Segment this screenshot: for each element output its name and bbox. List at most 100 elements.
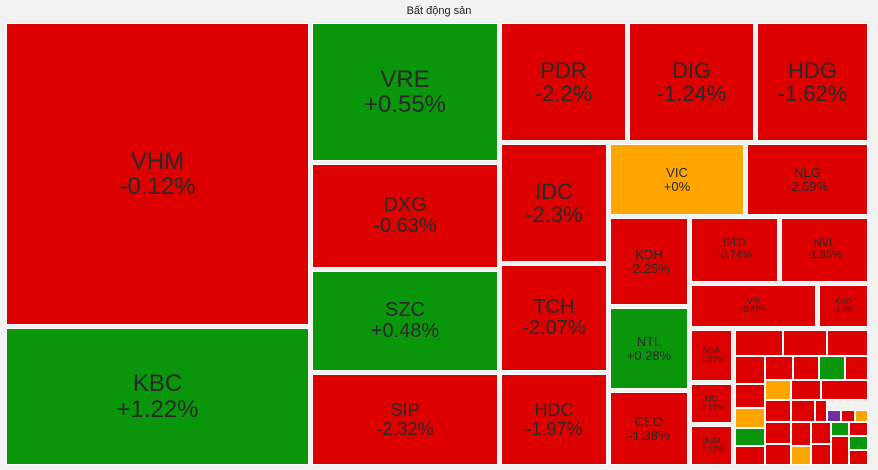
ticker: SZC [385, 299, 425, 321]
change-label: -1.17% [698, 444, 725, 454]
minor-tile [783, 330, 827, 356]
change-label: +0% [663, 178, 691, 194]
ticker: BCM [702, 436, 721, 446]
tile: VIC +0% [610, 144, 744, 215]
tile: VHM -0.12% [6, 23, 309, 325]
ticker: DIG [671, 57, 712, 83]
tile: KBC +1.22% [6, 328, 309, 465]
minor-tile [831, 436, 849, 465]
minor-tile [791, 380, 821, 400]
ticker: NHA [703, 346, 720, 356]
change-label: -0.87% [740, 305, 767, 314]
change-label: -2.07% [522, 317, 586, 339]
minor-tile [849, 436, 868, 450]
change-label: -1.62% [777, 81, 848, 106]
tile: BCM -1.17% [691, 426, 732, 465]
ticker: PDR [540, 57, 587, 83]
tile: IJC -1.13% [691, 384, 732, 423]
change-label: +0.48% [370, 320, 440, 342]
tile: TCH -2.07% [501, 265, 607, 371]
ticker: HDC [534, 399, 574, 420]
minor-tile [765, 380, 791, 400]
change-label: +0.28% [626, 347, 672, 363]
ticker: KDH [635, 246, 663, 262]
ticker: DTD [723, 237, 746, 250]
tile: SIP -2.32% [312, 374, 498, 465]
change-label: -1.97% [525, 418, 583, 439]
ticker: VIC [666, 164, 688, 180]
minor-tile [765, 422, 791, 444]
change-label: -1.9% [833, 305, 854, 314]
minor-tile [815, 400, 827, 422]
ticker: NTL [636, 333, 662, 349]
ticker: KBC [132, 370, 183, 398]
ticker: IDC [535, 178, 573, 204]
change-label: -2.2% [534, 81, 593, 106]
tile: HDG -1.62% [757, 23, 868, 141]
change-label: -1.24% [656, 81, 727, 106]
ticker: SIP [390, 399, 420, 420]
tile: NLG -2.59% [747, 144, 868, 215]
tile: DIG -1.24% [629, 23, 754, 141]
ticker: NLG [794, 164, 821, 180]
change-label: -1.13% [698, 402, 725, 412]
tile: NVL -1.85% [781, 218, 868, 282]
tile: KDH -2.25% [610, 218, 688, 305]
tile: SZC +0.48% [312, 271, 498, 371]
change-label: +0.55% [363, 91, 447, 118]
tile: NTL +0.28% [610, 308, 688, 389]
ticker: TCH [533, 296, 575, 318]
tile: NHA -1.57% [691, 330, 732, 381]
minor-tile [849, 422, 868, 436]
minor-tile [827, 330, 868, 356]
change-label: -0.63% [373, 215, 437, 237]
change-label: -0.74% [717, 249, 752, 261]
minor-tile [765, 356, 793, 380]
minor-tile [735, 446, 765, 465]
change-label: -1.38% [628, 427, 670, 443]
minor-tile [735, 356, 765, 384]
chart-title: Bất động sản [0, 0, 878, 22]
ticker: VRE [380, 65, 430, 93]
minor-tile [849, 450, 868, 465]
change-label: -0.12% [119, 173, 196, 200]
tile: CEO -1.38% [610, 392, 688, 465]
minor-tile [821, 380, 868, 400]
minor-tile [831, 422, 849, 436]
minor-tile [765, 444, 791, 465]
ticker: NVL [813, 237, 836, 250]
tile: DXG -0.63% [312, 164, 498, 268]
minor-tile [791, 422, 811, 446]
minor-tile [765, 400, 791, 422]
tile: PDR -2.2% [501, 23, 626, 141]
minor-tile [735, 408, 765, 428]
change-label: -1.57% [698, 354, 725, 364]
ticker: IJC [705, 394, 718, 404]
minor-tile [819, 356, 845, 380]
change-label: +1.22% [116, 395, 199, 423]
minor-tile [845, 356, 868, 380]
minor-tile [811, 444, 831, 465]
tile: IDC -2.3% [501, 144, 607, 262]
minor-tile [735, 384, 765, 408]
minor-tile [735, 330, 783, 356]
minor-tile [855, 410, 868, 422]
minor-tile [811, 422, 831, 444]
minor-tile [791, 446, 811, 465]
minor-tile [791, 400, 815, 422]
minor-tile [841, 410, 855, 422]
tile: VRE +0.55% [312, 23, 498, 161]
change-label: -1.85% [807, 249, 842, 261]
ticker: VHM [130, 147, 185, 175]
tile: DTD -0.74% [691, 218, 778, 282]
ticker: CEO [634, 413, 664, 429]
tile: HDC -1.97% [501, 374, 607, 465]
ticker: DXG [383, 194, 427, 216]
ticker: VPI [747, 296, 760, 306]
ticker: HDG [788, 57, 837, 83]
minor-tile [793, 356, 819, 380]
change-label: -2.3% [525, 202, 583, 227]
change-label: -2.25% [628, 260, 670, 276]
tile: KHG -1.9% [819, 285, 868, 327]
